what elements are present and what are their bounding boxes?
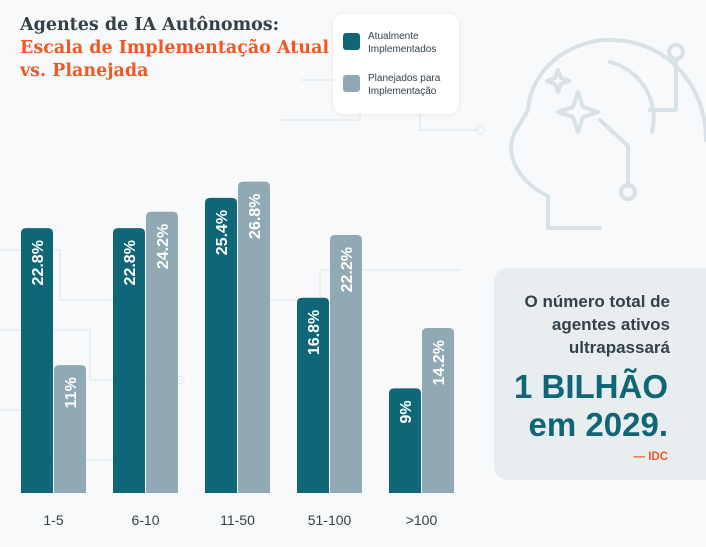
value-label-planned->100: 14.2% — [431, 340, 448, 385]
value-label-planned-51-100: 22.2% — [339, 247, 356, 292]
value-label-planned-11-50: 26.8% — [247, 194, 264, 239]
title-line-2: Escala de Implementação Atual — [20, 38, 330, 58]
value-label-current->100: 9% — [398, 400, 415, 423]
bar-planned-1-5 — [54, 365, 86, 493]
bar-planned-11-50 — [238, 181, 270, 494]
callout-line-2: agentes ativos — [551, 315, 670, 334]
callout-line-3: ultrapassará — [568, 338, 670, 357]
bar-planned-6-10 — [146, 211, 178, 493]
title-line-3: vs. Planejada — [20, 61, 149, 81]
callout-highlight: 1 BILHÃO em 2029. — [514, 368, 668, 444]
chart-legend: Atualmente Implementados Planejados para… — [333, 14, 459, 114]
bar-current-11-50 — [205, 197, 237, 494]
value-label-planned-6-10: 24.2% — [155, 224, 172, 269]
callout-big-1: 1 BILHÃO — [513, 368, 668, 405]
legend-label-current: Atualmente Implementados — [368, 31, 437, 55]
legend-item-planned: Planejados para Implementação — [343, 72, 454, 98]
callout-text: O número total de agentes ativos ultrapa… — [525, 290, 670, 359]
callout-source: — IDC — [633, 451, 669, 463]
bar-planned->100 — [422, 327, 454, 493]
title-line-1: Agentes de IA Autônomos: — [20, 15, 280, 35]
callout-line-1: O número total de — [524, 292, 670, 311]
category-label-1-5: 1-5 — [43, 512, 63, 528]
category-label-11-50: 11-50 — [220, 512, 255, 528]
callout-box: O número total de agentes ativos ultrapa… — [494, 268, 706, 480]
legend-item-current: Atualmente Implementados — [343, 30, 454, 56]
value-label-current-6-10: 22.8% — [122, 240, 139, 285]
value-label-current-1-5: 22.8% — [30, 240, 47, 285]
value-label-current-51-100: 16.8% — [306, 310, 323, 355]
ai-head-icon — [509, 37, 706, 230]
bar-current-1-5 — [21, 228, 53, 493]
category-label-6-10: 6-10 — [131, 512, 159, 528]
bar-current-6-10 — [113, 228, 145, 493]
legend-swatch-planned — [343, 75, 360, 92]
bar-current->100 — [389, 388, 421, 493]
value-label-current-11-50: 25.4% — [214, 210, 231, 255]
bar-planned-51-100 — [330, 235, 362, 493]
value-label-planned-1-5: 11% — [63, 377, 80, 408]
callout-big-2: em 2029. — [528, 406, 668, 443]
chart-title: Agentes de IA Autônomos: Escala de Imple… — [20, 14, 329, 83]
bar-current-51-100 — [297, 297, 329, 493]
legend-label-planned: Planejados para Implementação — [368, 73, 441, 97]
legend-swatch-current — [343, 33, 360, 50]
category-label->100: >100 — [406, 512, 438, 528]
category-label-51-100: 51-100 — [308, 512, 352, 528]
